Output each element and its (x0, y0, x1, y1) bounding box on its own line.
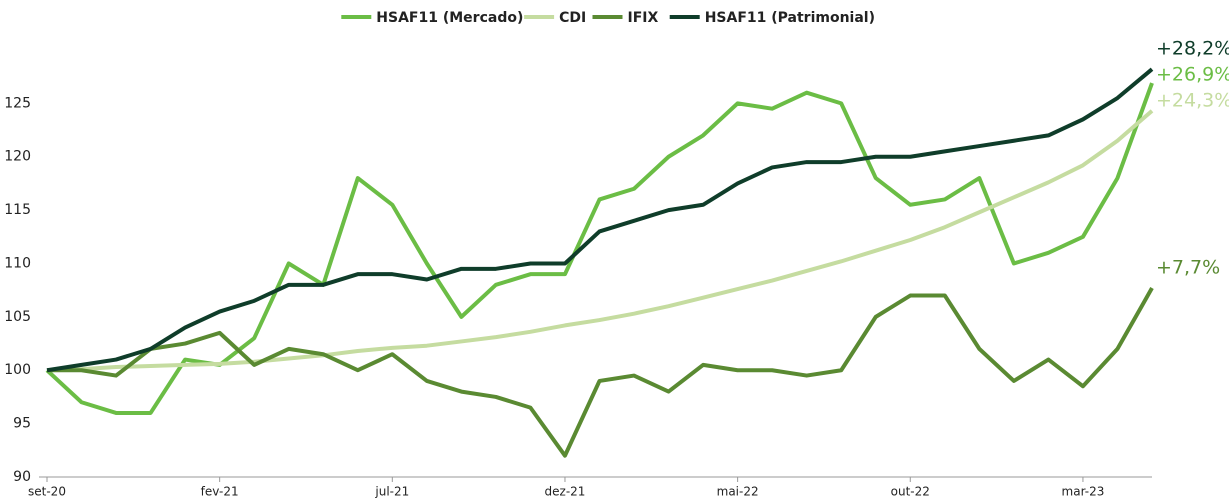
y-tick-label: 100 (4, 362, 31, 378)
end-label: +26,9% (1156, 64, 1229, 86)
x-tick-label: mar-23 (1062, 485, 1105, 499)
legend-label: IFIX (628, 10, 659, 26)
end-label: +28,2% (1156, 38, 1229, 60)
x-tick-label: set-20 (28, 485, 66, 499)
x-tick-label: fev-21 (201, 485, 239, 499)
y-tick-label: 110 (4, 255, 31, 271)
end-label: +24,3% (1156, 90, 1229, 112)
y-tick-label: 125 (4, 95, 31, 111)
x-tick-label: out-22 (891, 485, 930, 499)
legend-label: HSAF11 (Patrimonial) (705, 10, 875, 26)
series-line (46, 109, 1154, 373)
y-tick-label: 120 (4, 149, 31, 165)
y-tick-label: 105 (4, 309, 31, 325)
series-line (47, 287, 1154, 458)
series-line (45, 82, 1154, 415)
y-tick-label: 90 (13, 469, 31, 485)
y-tick-label: 95 (13, 416, 31, 432)
x-tick-label: mai-22 (717, 485, 759, 499)
x-tick-label: jul-21 (374, 485, 409, 499)
legend-label: CDI (559, 10, 586, 26)
end-label: +7,7% (1156, 257, 1220, 279)
series-line (46, 67, 1154, 373)
legend-label: HSAF11 (Mercado) (376, 10, 523, 26)
x-tick-label: dez-21 (545, 485, 586, 499)
y-tick-label: 115 (4, 202, 31, 218)
